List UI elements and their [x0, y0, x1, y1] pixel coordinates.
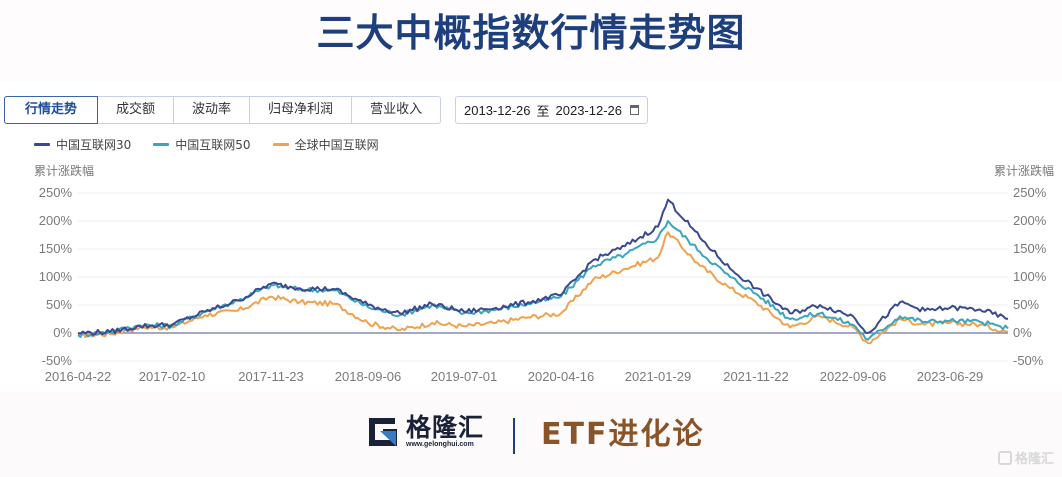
logo-url: www.gelonghui.com: [406, 440, 474, 448]
legend-label: 中国互联网50: [175, 138, 251, 152]
tab-revenue[interactable]: 营业收入: [370, 102, 423, 117]
tab-net-profit[interactable]: 归母净利润: [250, 97, 353, 123]
tab-volatility[interactable]: 波动率: [174, 97, 251, 123]
tab-turnover[interactable]: 成交额: [98, 97, 175, 123]
end-date[interactable]: 2023-12-26: [555, 102, 623, 118]
x-tick-label: 2019-07-01: [430, 369, 498, 384]
x-tick-label: 2022-09-06: [819, 369, 887, 384]
legend-item-internet30[interactable]: 中国互联网30: [34, 136, 131, 153]
date-range-picker[interactable]: 2013-12-26 至 2023-12-26: [455, 96, 649, 124]
chart-legend: 中国互联网30 中国互联网50 全球中国互联网: [34, 136, 379, 153]
series-line: [77, 220, 1009, 341]
y-tick-label: 100%: [1013, 269, 1047, 284]
y-tick-label: 50%: [1013, 297, 1040, 312]
y-tick-label: -50%: [1013, 353, 1044, 368]
y-tick-label: 250%: [38, 185, 72, 200]
watermark-text: 格隆汇: [1014, 452, 1054, 467]
start-date[interactable]: 2013-12-26: [464, 102, 531, 118]
series-line: [77, 198, 1009, 336]
x-tick-label: 2021-11-22: [723, 369, 789, 384]
x-tick-label: 2018-09-06: [334, 369, 402, 384]
y-axis-title-right: 累计涨跌幅: [993, 164, 1054, 178]
brand-text: ETF进化论: [541, 417, 705, 452]
series-lines: [77, 198, 1009, 345]
series-line: [77, 231, 1009, 345]
y-tick-label: 50%: [45, 297, 72, 312]
footer-divider: [513, 418, 515, 454]
y-tick-label: 250%: [1013, 185, 1047, 200]
gelonghui-logo: 格隆汇 www.gelonghui.com: [366, 414, 484, 448]
legend-item-global-china-internet[interactable]: 全球中国互联网: [272, 136, 379, 153]
logo-chinese-text: 格隆汇: [406, 412, 485, 442]
x-tick-label: 2017-02-10: [138, 369, 206, 384]
chart-panel: 行情走势 成交额 波动率 归母净利润 营业收入 2013-12-26 至 202…: [0, 82, 1062, 392]
y-tick-label: 100%: [38, 269, 72, 284]
y-tick-label: 0%: [53, 325, 72, 340]
page-title: 三大中概指数行情走势图: [316, 11, 746, 55]
watermark-logo-icon: [997, 450, 1012, 465]
y-tick-label: 200%: [38, 213, 72, 228]
line-chart: [77, 192, 1009, 362]
calendar-icon[interactable]: [630, 105, 640, 115]
g-logo-icon: [366, 414, 400, 448]
x-tick-label: 2017-11-23: [238, 369, 304, 384]
x-tick-label: 2021-01-29: [624, 369, 692, 384]
date-separator: 至: [536, 103, 550, 119]
y-tick-label: 200%: [1013, 213, 1047, 228]
gridlines: [78, 192, 1008, 362]
footer: 格隆汇 www.gelonghui.com ETF进化论 格隆汇: [0, 392, 1062, 477]
x-tick-label: 2023-06-29: [916, 369, 984, 384]
y-tick-label: 150%: [38, 241, 72, 256]
metric-tabs: 行情走势 成交额 波动率 归母净利润 营业收入: [4, 96, 442, 124]
watermark: 格隆汇: [997, 448, 1054, 467]
y-axis-title-left: 累计涨跌幅: [34, 164, 95, 178]
legend-label: 全球中国互联网: [294, 138, 379, 152]
y-tick-label: -50%: [41, 353, 72, 368]
legend-swatch-icon: [153, 143, 170, 146]
tab-price-trend[interactable]: 行情走势: [4, 96, 99, 124]
legend-label: 中国互联网30: [56, 138, 132, 152]
y-tick-label: 0%: [1013, 325, 1032, 340]
y-tick-label: 150%: [1013, 241, 1047, 256]
x-tick-label: 2016-04-22: [44, 369, 112, 384]
legend-item-internet50[interactable]: 中国互联网50: [153, 136, 251, 153]
legend-swatch-icon: [34, 143, 50, 146]
x-tick-label: 2020-04-16: [527, 369, 595, 384]
legend-swatch-icon: [272, 143, 289, 146]
